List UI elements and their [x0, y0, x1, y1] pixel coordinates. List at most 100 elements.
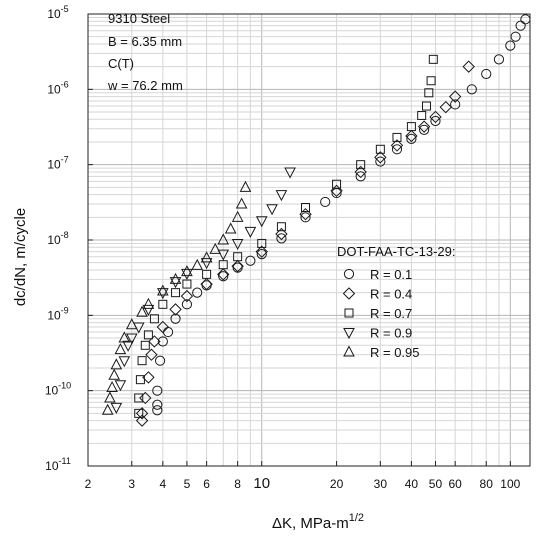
- data-point: [405, 129, 418, 143]
- x-tick-label: 80: [480, 477, 494, 491]
- data-point: [158, 299, 168, 309]
- series-triangle-down: [110, 167, 296, 414]
- legend-label: R = 0.1: [370, 267, 412, 282]
- data-point: [505, 40, 516, 51]
- x-tick-label: 5: [184, 477, 191, 491]
- legend-label: R = 0.4: [370, 287, 412, 302]
- info-box: 9310 Steel B = 6.35 mm C(T) w = 76.2 mm: [107, 11, 183, 93]
- data-point: [255, 216, 268, 228]
- x-tick-label: 2: [85, 477, 92, 491]
- series-triangle-up: [101, 180, 252, 415]
- data-point: [110, 358, 123, 370]
- data-point: [299, 207, 312, 221]
- data-point: [330, 184, 343, 197]
- data-point: [125, 333, 138, 345]
- data-point: [392, 132, 402, 142]
- data-point: [202, 269, 212, 279]
- x-tick-label: 10: [253, 475, 270, 492]
- data-point: [450, 99, 461, 110]
- x-axis-label-exponent: 1/2: [349, 512, 364, 524]
- data-point: [135, 414, 149, 427]
- data-point: [424, 88, 434, 98]
- y-tick-exponent: -10: [58, 381, 71, 391]
- data-point: [140, 340, 150, 350]
- series-square: [134, 54, 438, 418]
- data-point: [426, 76, 436, 86]
- legend-label: R = 0.7: [370, 306, 412, 321]
- x-tick-label: 8: [234, 477, 241, 491]
- info-line-thickness: B = 6.35 mm: [108, 34, 182, 49]
- y-tick-exponent: -5: [61, 4, 69, 14]
- x-tick-label: 20: [330, 477, 344, 491]
- data-point: [135, 375, 145, 385]
- data-point: [515, 20, 526, 31]
- data-point: [200, 258, 213, 270]
- y-axis-label: dc/dN, m/cycle: [12, 208, 29, 306]
- y-tick-base: 10: [47, 82, 61, 96]
- y-tick-exponent: -7: [61, 155, 69, 165]
- data-point: [171, 288, 181, 298]
- data-point: [191, 258, 204, 270]
- data-point: [406, 133, 417, 144]
- y-tick-label: 10-6: [47, 79, 68, 96]
- legend-marker-diamond: [342, 287, 356, 300]
- legend-label: R = 0.9: [370, 326, 412, 341]
- y-tick-exponent: -9: [61, 305, 69, 315]
- data-point: [148, 335, 161, 348]
- data-point: [231, 238, 244, 251]
- data-point: [255, 245, 268, 258]
- legend-label: R = 0.95: [370, 345, 420, 360]
- data-point: [152, 385, 163, 396]
- y-tick-exponent: -8: [61, 230, 69, 240]
- data-point: [114, 380, 127, 392]
- data-point: [417, 120, 431, 133]
- x-axis-label-main: ΔK, MPa-m: [272, 515, 349, 532]
- y-tick-exponent: -6: [61, 79, 69, 89]
- data-point: [125, 318, 138, 330]
- x-tick-label: 4: [159, 477, 166, 491]
- data-point: [300, 212, 311, 223]
- data-point: [231, 210, 244, 222]
- data-point: [320, 196, 331, 208]
- data-point: [462, 60, 475, 73]
- data-point: [235, 197, 248, 209]
- data-point: [118, 331, 131, 343]
- data-point: [231, 259, 244, 273]
- data-point: [118, 356, 131, 368]
- y-tick-exponent: -11: [59, 456, 71, 466]
- data-point: [430, 115, 441, 127]
- data-point: [217, 268, 230, 281]
- y-tick-label: 10-5: [47, 4, 68, 21]
- data-point: [104, 391, 116, 403]
- x-tick-label: 100: [500, 477, 520, 491]
- data-point: [256, 248, 267, 260]
- data-point: [419, 124, 430, 135]
- y-tick-label: 10-10: [45, 381, 71, 398]
- data-point: [218, 271, 229, 282]
- data-point: [275, 227, 288, 241]
- data-point: [134, 393, 144, 403]
- data-point: [181, 265, 193, 277]
- data-point: [374, 151, 387, 164]
- data-point: [156, 320, 170, 334]
- x-tick-label: 3: [128, 477, 135, 491]
- data-point: [448, 90, 462, 103]
- data-point: [139, 391, 152, 405]
- data-point: [152, 399, 163, 410]
- data-point: [510, 31, 521, 42]
- legend-marker-circle: [343, 268, 355, 280]
- data-point: [266, 204, 278, 216]
- x-tick-label: 30: [374, 477, 388, 491]
- data-point: [466, 84, 477, 95]
- data-markers: [101, 14, 531, 427]
- y-tick-base: 10: [47, 158, 61, 172]
- data-point: [244, 226, 257, 238]
- data-point: [417, 110, 427, 120]
- data-point: [375, 156, 386, 167]
- y-tick-label: 10-8: [47, 230, 68, 247]
- data-point: [276, 233, 287, 244]
- axis-ticks: 2 3 4 5 6 8 10 20 30 40 50 60 80 10010-1110-1010-910-…: [45, 4, 521, 492]
- data-point: [233, 252, 243, 262]
